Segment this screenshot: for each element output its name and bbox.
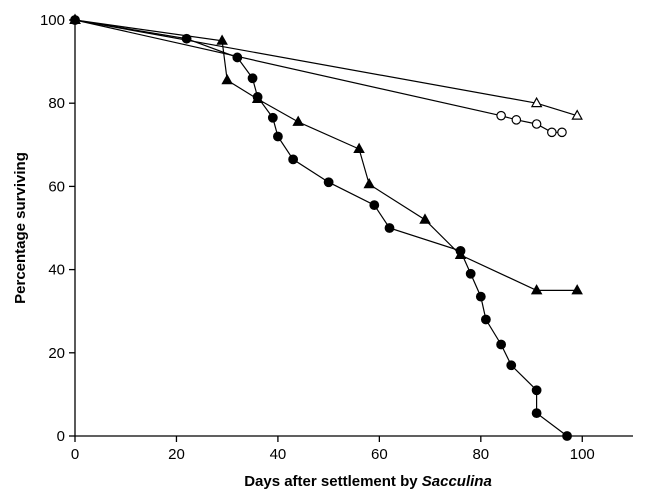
data-point-filled-circle	[455, 245, 466, 256]
data-point-filled-circle	[323, 177, 334, 188]
data-point-filled-triangle	[419, 213, 431, 224]
x-tick-label: 40	[270, 446, 287, 463]
y-tick-label: 80	[48, 95, 65, 112]
data-point-open-triangle	[571, 109, 583, 120]
data-point-filled-circle	[496, 339, 507, 350]
data-point-filled-circle	[247, 73, 258, 84]
series-filled-triangle	[74, 19, 578, 291]
data-point-filled-circle	[531, 408, 542, 419]
data-point-open-circle	[511, 115, 522, 125]
y-tick-label: 40	[48, 262, 65, 279]
data-point-filled-circle	[480, 314, 491, 325]
data-point-filled-triangle	[216, 34, 228, 45]
y-tick-label: 0	[57, 428, 65, 445]
data-point-filled-triangle	[353, 142, 365, 153]
axes	[74, 20, 633, 437]
series-line-open-triangle	[74, 19, 578, 117]
x-tick-label: 60	[371, 446, 388, 463]
data-point-filled-circle	[465, 268, 476, 279]
data-point-filled-circle	[232, 52, 243, 63]
series-layer	[69, 13, 583, 441]
x-tick-label: 20	[168, 446, 185, 463]
data-point-filled-circle	[562, 431, 572, 441]
x-tick-label: 100	[570, 446, 595, 463]
y-tick-label: 100	[40, 12, 65, 29]
series-filled-circle	[74, 19, 568, 437]
x-axis-title-italic: Sacculina	[422, 473, 492, 490]
data-point-filled-circle	[369, 200, 380, 211]
data-point-filled-triangle	[221, 73, 233, 85]
data-point-filled-triangle	[571, 284, 583, 295]
data-point-open-triangle	[530, 96, 543, 108]
data-point-filled-circle	[288, 154, 299, 165]
y-axis-title: Percentage surviving	[12, 152, 29, 304]
x-axis-title-text: Days after settlement by	[244, 473, 422, 490]
data-point-filled-circle	[531, 385, 542, 396]
x-ticks: 0 20 40 60 80 100	[71, 436, 595, 463]
x-axis-title: Days after settlement by Sacculina	[244, 473, 492, 490]
data-point-open-circle	[531, 119, 542, 129]
y-ticks: 0 20 40 60 80 100	[40, 12, 75, 445]
data-point-filled-circle	[70, 15, 80, 25]
markers-filled-triangle	[69, 13, 583, 295]
data-point-filled-circle	[267, 112, 278, 123]
y-tick-label: 20	[48, 345, 65, 362]
data-point-filled-circle	[252, 92, 263, 102]
data-point-filled-circle	[273, 131, 283, 142]
data-point-filled-triangle	[530, 284, 543, 295]
x-tick-label: 80	[472, 446, 489, 463]
markers-filled-circle	[70, 15, 572, 441]
data-point-filled-triangle	[363, 177, 376, 189]
series-line-filled-circle	[74, 19, 568, 437]
data-point-filled-circle	[506, 360, 517, 371]
series-line-filled-triangle	[74, 19, 578, 291]
data-point-open-circle	[496, 110, 506, 121]
y-tick-label: 60	[48, 178, 65, 195]
data-point-filled-triangle	[292, 115, 304, 126]
series-open-circle	[74, 19, 562, 133]
series-line-open-circle	[74, 19, 562, 133]
markers-open-circle	[70, 15, 567, 138]
data-point-open-circle	[547, 127, 557, 138]
x-tick-label: 0	[71, 446, 79, 463]
data-point-open-circle	[557, 127, 567, 138]
data-point-filled-circle	[384, 223, 395, 233]
data-point-filled-circle	[181, 33, 192, 44]
data-point-filled-circle	[475, 291, 486, 302]
series-open-triangle	[74, 19, 578, 117]
